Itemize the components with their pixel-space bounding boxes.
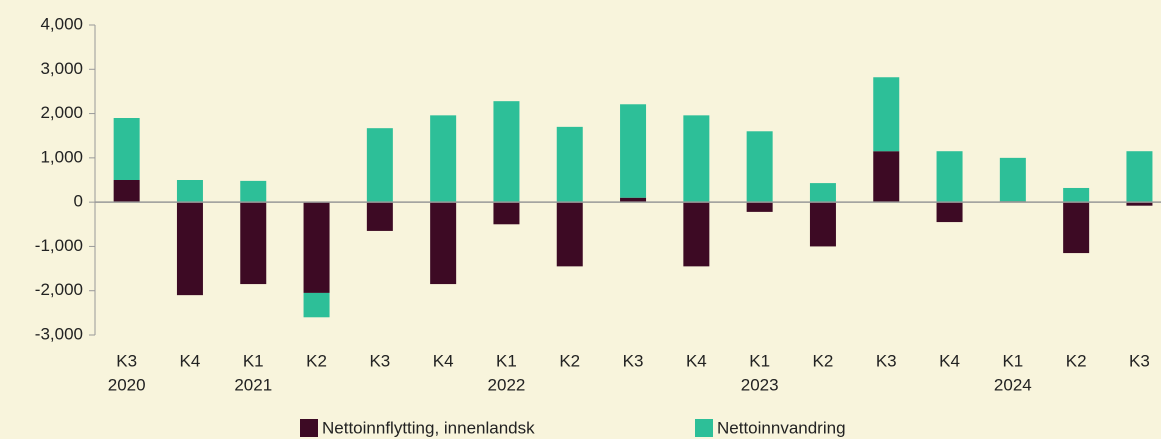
- x-tick-label: K2: [559, 351, 580, 370]
- bar: [1063, 202, 1090, 254]
- bar: [1126, 202, 1153, 206]
- bar: [746, 131, 773, 203]
- y-tick-label: -3,000: [35, 324, 83, 343]
- bar: [556, 126, 583, 203]
- bar: [176, 202, 203, 296]
- bar: [873, 77, 900, 152]
- bar: [620, 197, 647, 203]
- bar: [1063, 187, 1090, 203]
- bar: [493, 202, 520, 225]
- legend-swatch: [695, 419, 713, 437]
- x-tick-label: K4: [180, 351, 201, 370]
- bar: [493, 101, 520, 203]
- x-group-label: 2024: [994, 375, 1032, 394]
- x-tick-label: K4: [433, 351, 454, 370]
- bar: [936, 202, 963, 223]
- legend-label: Nettoinnflytting, innenlandsk: [322, 418, 535, 437]
- bar: [176, 180, 203, 203]
- bar: [809, 202, 836, 247]
- bar: [430, 202, 457, 285]
- bar: [366, 128, 393, 203]
- bar: [113, 180, 140, 203]
- x-tick-label: K1: [243, 351, 264, 370]
- y-tick-label: 0: [74, 192, 83, 211]
- x-tick-label: K1: [1002, 351, 1023, 370]
- bar: [113, 118, 140, 180]
- bar: [620, 104, 647, 198]
- x-tick-label: K3: [1129, 351, 1150, 370]
- bar: [240, 180, 267, 203]
- y-tick-label: -2,000: [35, 280, 83, 299]
- bar: [999, 157, 1026, 202]
- x-tick-label: K2: [813, 351, 834, 370]
- bar: [746, 202, 773, 212]
- bar: [809, 183, 836, 203]
- bar: [430, 115, 457, 203]
- x-tick-label: K3: [876, 351, 897, 370]
- bar: [303, 292, 330, 318]
- x-tick-label: K3: [623, 351, 644, 370]
- bar: [556, 202, 583, 267]
- bar: [1126, 151, 1153, 203]
- x-tick-label: K2: [306, 351, 327, 370]
- y-tick-label: 3,000: [40, 59, 83, 78]
- x-tick-label: K3: [369, 351, 390, 370]
- bar: [240, 202, 267, 285]
- bar: [366, 202, 393, 231]
- bar: [683, 202, 710, 267]
- bar: [873, 151, 900, 203]
- x-group-label: 2023: [741, 375, 779, 394]
- legend-swatch: [300, 419, 318, 437]
- x-group-label: 2020: [108, 375, 146, 394]
- y-tick-label: 2,000: [40, 103, 83, 122]
- x-tick-label: K1: [496, 351, 517, 370]
- bar: [936, 151, 963, 203]
- legend-label: Nettoinnvandring: [717, 418, 846, 437]
- y-tick-label: -1,000: [35, 236, 83, 255]
- x-tick-label: K1: [749, 351, 770, 370]
- x-tick-label: K4: [686, 351, 707, 370]
- x-tick-label: K3: [116, 351, 137, 370]
- y-tick-label: 4,000: [40, 14, 83, 33]
- x-tick-label: K4: [939, 351, 960, 370]
- x-group-label: 2021: [234, 375, 272, 394]
- y-tick-label: 1,000: [40, 147, 83, 166]
- x-group-label: 2022: [488, 375, 526, 394]
- bar: [303, 202, 330, 293]
- bar: [683, 115, 710, 203]
- x-tick-label: K2: [1066, 351, 1087, 370]
